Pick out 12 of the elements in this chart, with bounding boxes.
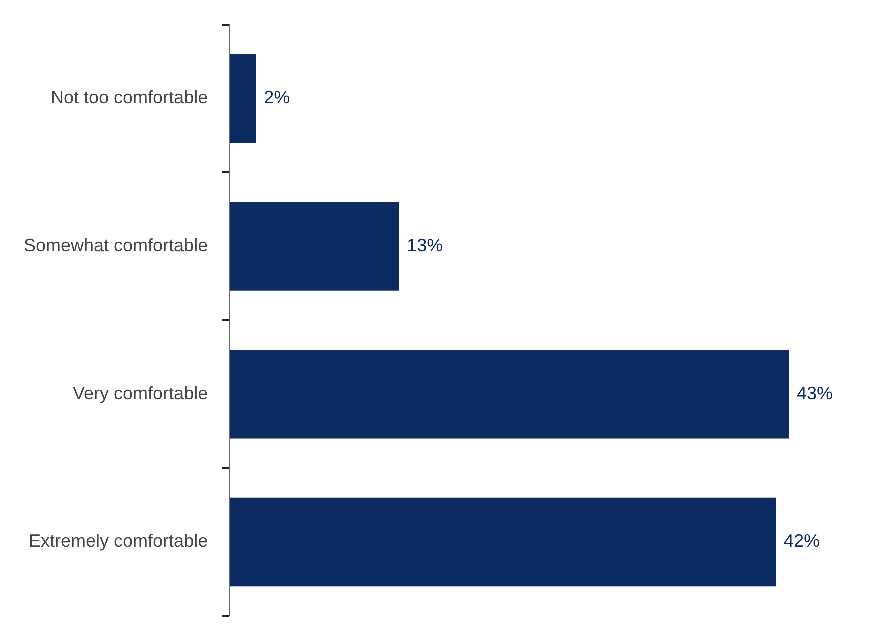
data-label: 42% [784, 531, 820, 552]
data-label: 2% [264, 88, 290, 108]
bar [230, 202, 400, 291]
y-tick-label: Somewhat comfortable [24, 236, 208, 256]
y-tick-label: Not too comfortable [51, 88, 208, 108]
bar [230, 350, 790, 439]
y-tick-label: Very comfortable [73, 383, 208, 404]
bar [230, 54, 256, 144]
data-label: 13% [407, 236, 444, 256]
data-label: 43% [797, 383, 834, 404]
y-tick-label: Extremely comfortable [29, 531, 208, 552]
bar [230, 498, 776, 587]
